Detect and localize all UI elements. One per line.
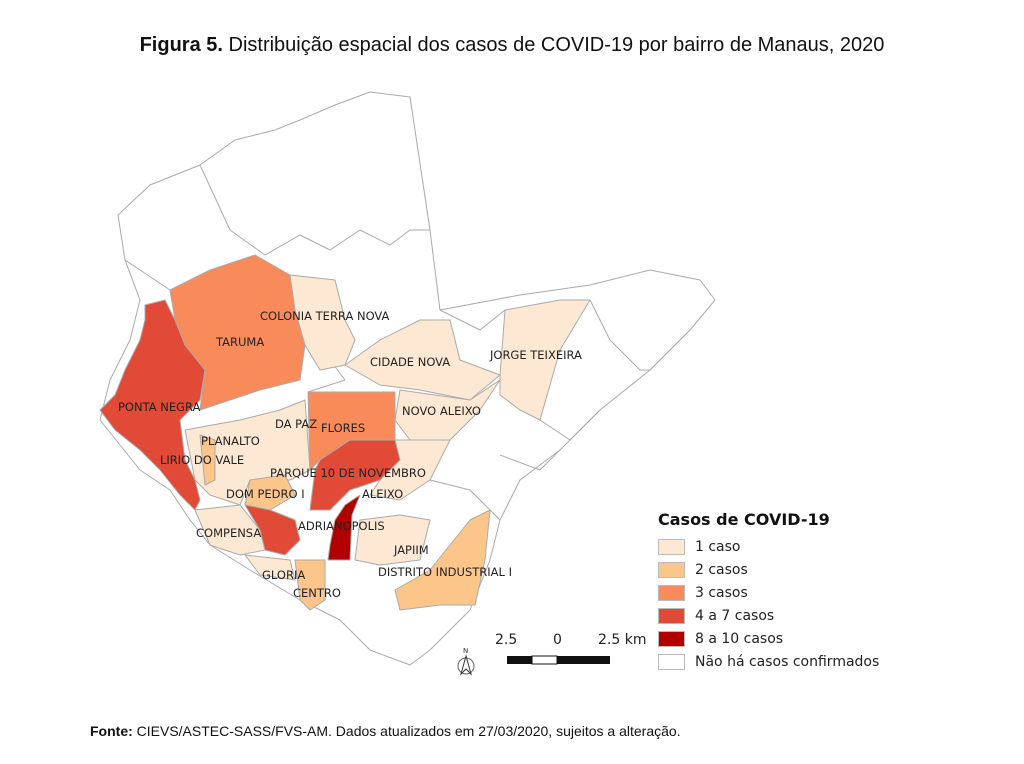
source-note: Fonte: CIEVS/ASTEC-SASS/FVS-AM. Dados at… bbox=[90, 723, 681, 739]
svg-text:2.5: 2.5 bbox=[495, 632, 517, 648]
region-distrito-industrial bbox=[394, 509, 491, 611]
region-cidade-nova bbox=[344, 319, 501, 401]
svg-text:N: N bbox=[463, 647, 468, 655]
region-sao-jorge bbox=[244, 504, 301, 556]
map-label: JORGE TEIXEIRA bbox=[489, 348, 582, 362]
region-novo-aleixo bbox=[394, 379, 501, 441]
map-label: CENTRO bbox=[293, 586, 341, 600]
map-label: JAPIIM bbox=[393, 543, 429, 557]
north-arrow: N bbox=[457, 647, 475, 676]
map-label: PARQUE 10 DE NOVEMBRO bbox=[270, 466, 426, 480]
legend-item: 3 casos bbox=[658, 581, 879, 604]
region-jorge-teixeira bbox=[499, 299, 591, 421]
region-centro bbox=[294, 559, 326, 611]
legend-item: 2 casos bbox=[658, 558, 879, 581]
region-adrianopolis bbox=[327, 494, 361, 561]
legend-swatch bbox=[658, 607, 685, 624]
region-japiim bbox=[354, 514, 431, 566]
map-label: CIDADE NOVA bbox=[370, 355, 450, 369]
north-arrow-icon bbox=[460, 654, 472, 676]
map-label: COLONIA TERRA NOVA bbox=[260, 309, 390, 323]
region-dom-pedro bbox=[244, 474, 296, 511]
legend-swatch bbox=[658, 561, 685, 578]
map-label: DISTRITO INDUSTRIAL I bbox=[378, 565, 512, 579]
region-lirio-strip bbox=[199, 434, 216, 486]
legend-item: 4 a 7 casos bbox=[658, 604, 879, 627]
map-label: LIRIO DO VALE bbox=[160, 453, 244, 467]
legend-item: 8 a 10 casos bbox=[658, 627, 879, 650]
map-legend: Casos de COVID-19 1 caso 2 casos 3 casos… bbox=[658, 510, 879, 673]
map-label: ALEIXO bbox=[362, 487, 403, 501]
legend-swatch bbox=[658, 584, 685, 601]
scale-bar: 2.5 0 2.5 km bbox=[495, 632, 646, 665]
region-parque-10 bbox=[309, 439, 401, 511]
map-label: NOVO ALEIXO bbox=[402, 404, 481, 418]
legend-swatch bbox=[658, 538, 685, 555]
svg-text:0: 0 bbox=[553, 632, 562, 648]
map-label: PLANALTO bbox=[201, 434, 260, 448]
region-gloria bbox=[244, 554, 296, 581]
legend-item: Não há casos confirmados bbox=[658, 650, 879, 673]
map-label: DA PAZ bbox=[275, 417, 317, 431]
svg-text:2.5 km: 2.5 km bbox=[598, 632, 646, 648]
map-label: PONTA NEGRA bbox=[118, 400, 201, 414]
region-taruma bbox=[169, 254, 306, 411]
map-label: FLORES bbox=[321, 421, 365, 435]
map-label: ADRIANOPOLIS bbox=[298, 519, 385, 533]
legend-swatch bbox=[658, 630, 685, 647]
legend-swatch bbox=[658, 653, 685, 670]
legend-title: Casos de COVID-19 bbox=[658, 510, 830, 529]
map-label: COMPENSA bbox=[196, 526, 261, 540]
map-label: DOM PEDRO I bbox=[226, 487, 305, 501]
map-label: GLORIA bbox=[262, 568, 305, 582]
figure-title: Figura 5. Distribuição espacial dos caso… bbox=[139, 34, 885, 56]
legend-item: 1 caso bbox=[658, 535, 879, 558]
map-label: TARUMA bbox=[215, 335, 264, 349]
